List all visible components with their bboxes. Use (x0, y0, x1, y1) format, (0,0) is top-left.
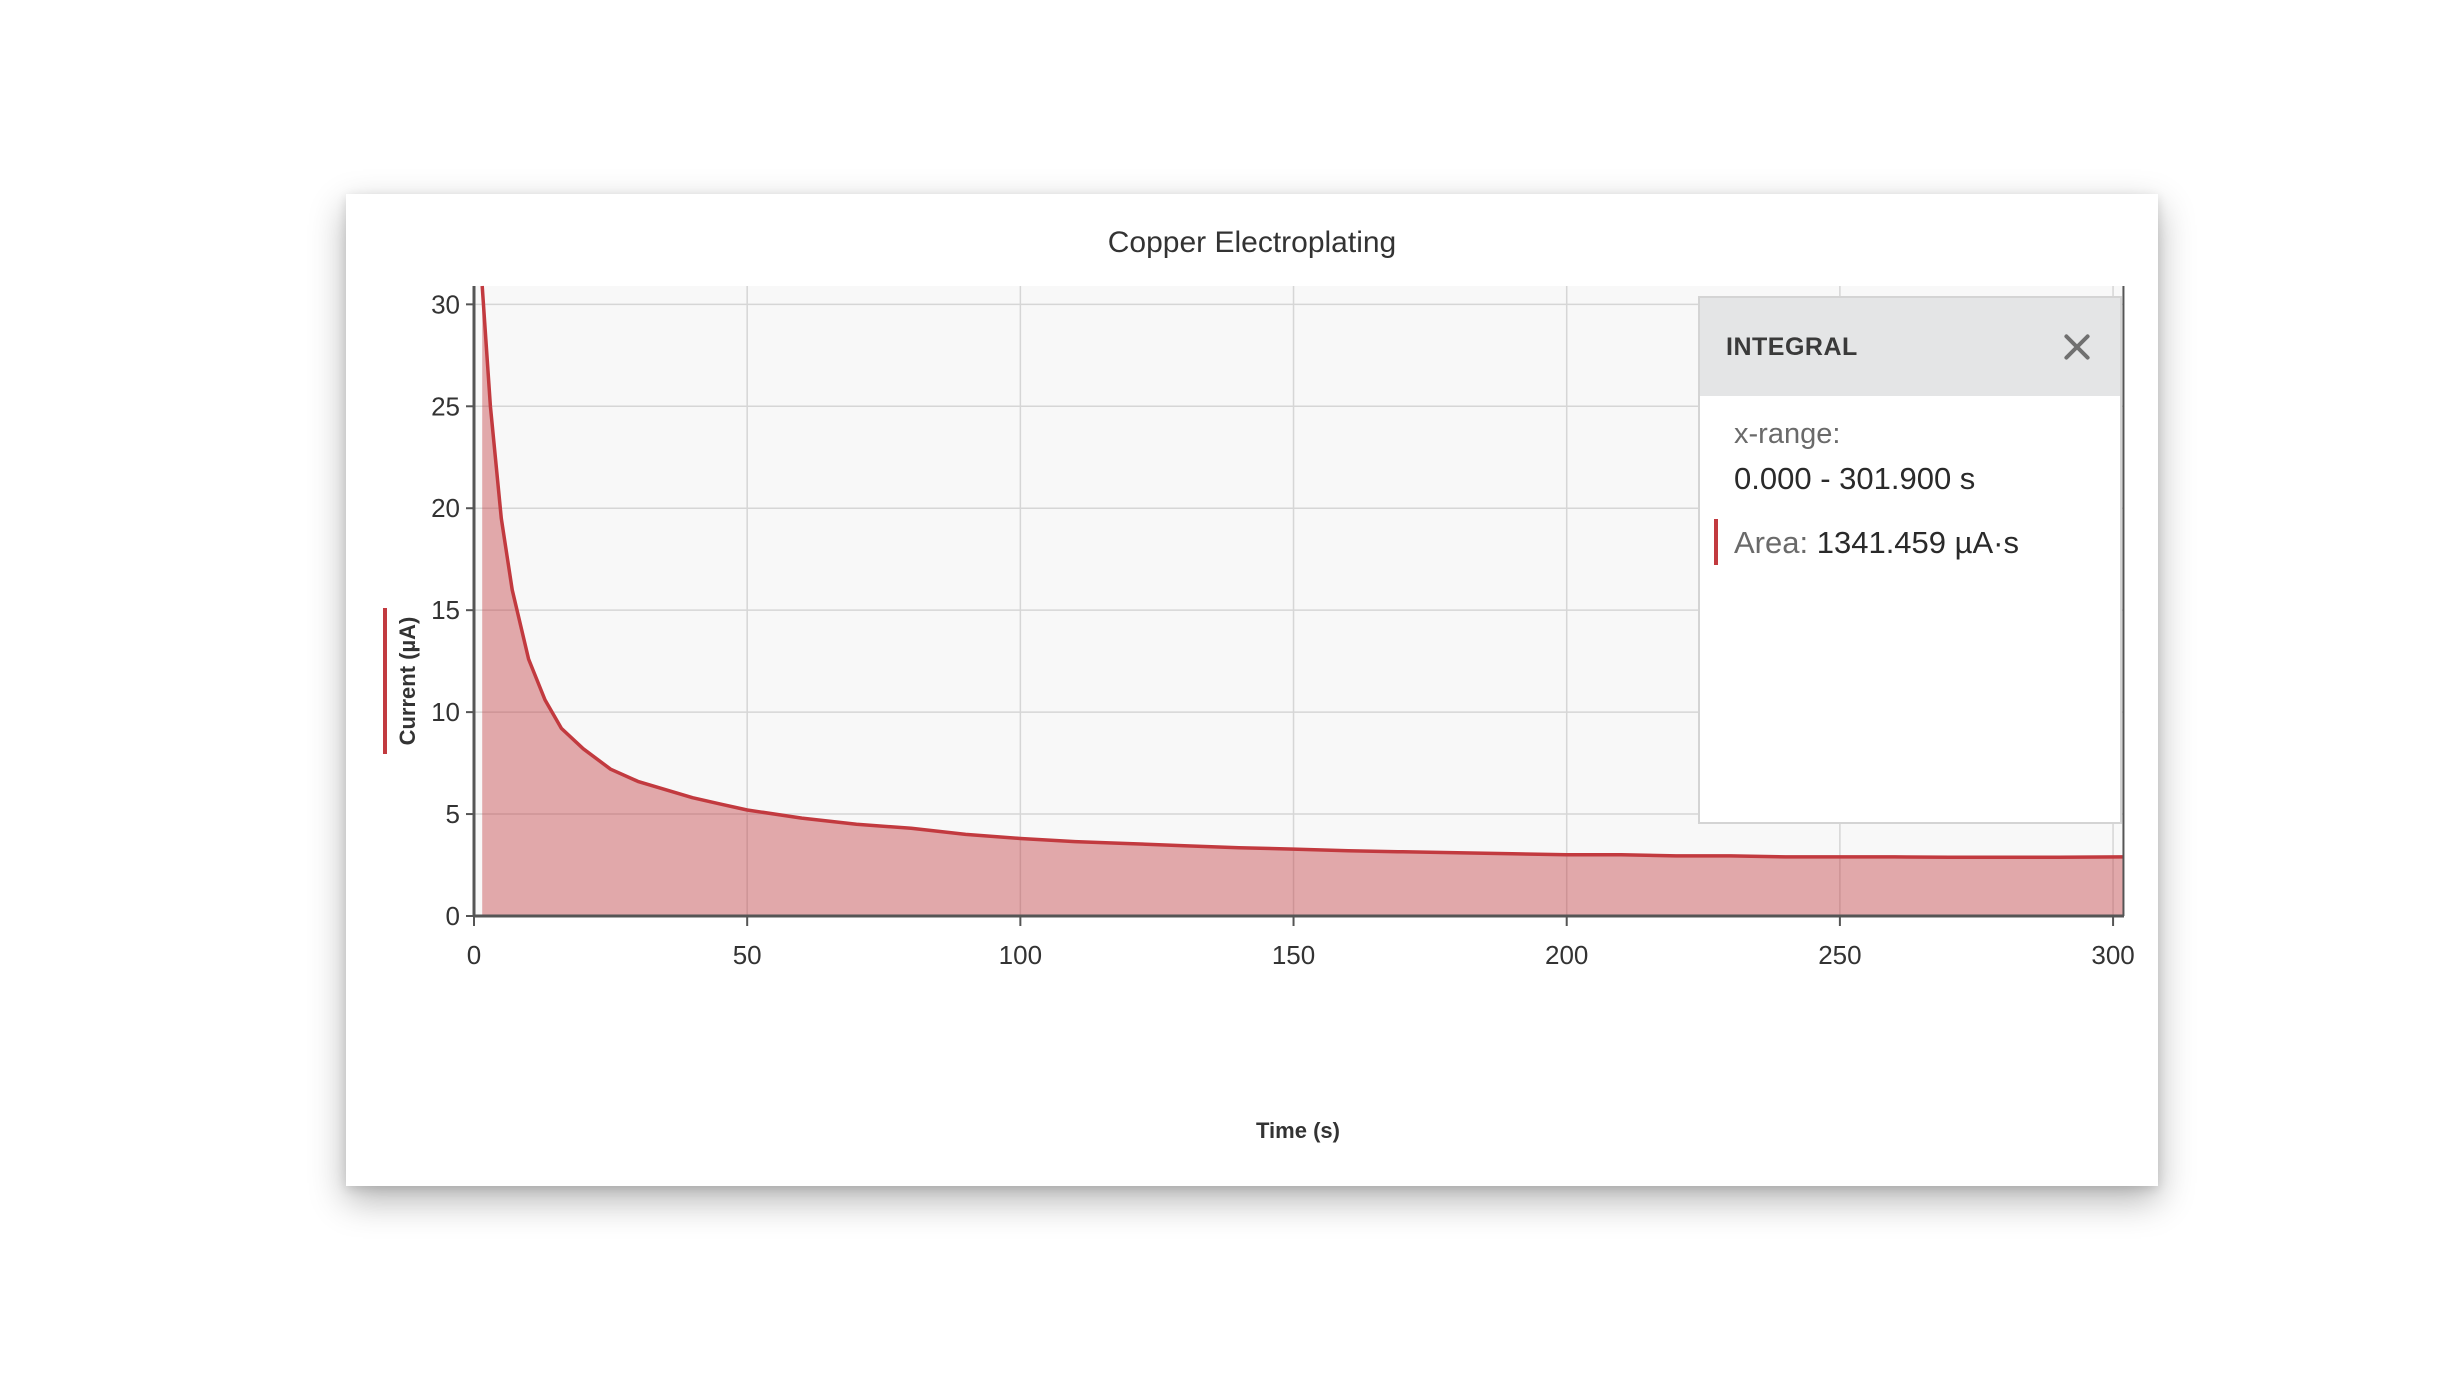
integral-panel-body: x-range: 0.000 - 301.900 s Area: 1341.45… (1700, 396, 2120, 565)
x-tick-label: 300 (2091, 940, 2134, 970)
x-axis-label: Time (s) (1256, 1118, 1340, 1143)
y-axis-label: Current (µA) (395, 616, 420, 746)
area-series-swatch (1714, 519, 1718, 565)
integral-panel-header: INTEGRAL (1700, 298, 2120, 396)
ylabel-series-swatch (383, 608, 387, 754)
x-tick-label: 100 (999, 940, 1042, 970)
y-tick-label: 30 (431, 289, 460, 319)
y-tick-label: 25 (431, 391, 460, 421)
area-label: Area: (1734, 525, 1809, 560)
x-range-value: 0.000 - 301.900 s (1734, 461, 1976, 496)
y-tick-label: 15 (431, 595, 460, 625)
integral-panel: INTEGRAL x-range: 0.000 - 301.900 s Area… (1698, 296, 2122, 824)
x-range-label: x-range: (1734, 418, 1841, 450)
y-tick-label: 5 (446, 799, 460, 829)
area-row: Area: 1341.459 µA·s (1700, 519, 2120, 565)
y-tick-label: 0 (446, 901, 460, 931)
x-tick-label: 150 (1272, 940, 1315, 970)
chart-title: Copper Electroplating (1107, 226, 1397, 259)
integral-panel-title: INTEGRAL (1726, 332, 1858, 361)
x-tick-label: 250 (1818, 940, 1861, 970)
area-value: 1341.459 µA·s (1816, 525, 2020, 560)
chart-card: Copper Electroplating 0 50 100 150 200 250 300… (346, 194, 2158, 1186)
x-tick-label: 0 (467, 940, 481, 970)
series-area-fill (482, 286, 2124, 916)
x-tick-label: 200 (1545, 940, 1588, 970)
x-tick-label: 50 (733, 940, 762, 970)
close-icon[interactable] (2060, 330, 2094, 364)
y-tick-label: 20 (431, 493, 460, 523)
y-tick-label: 10 (431, 697, 460, 727)
area-text: Area: 1341.459 µA·s (1734, 525, 2019, 561)
